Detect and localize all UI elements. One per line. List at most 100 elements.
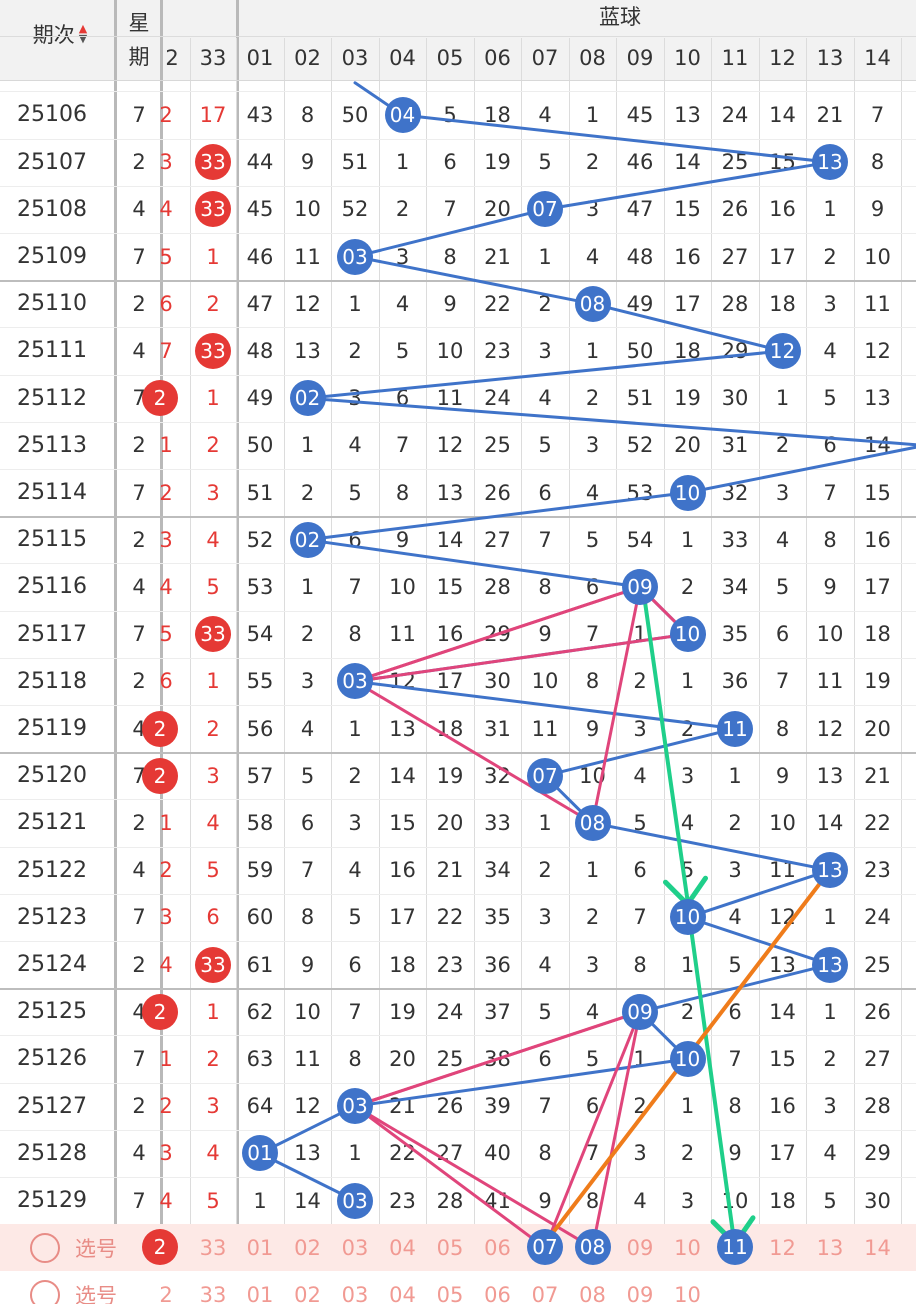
blue-ball: 03	[337, 1182, 373, 1219]
table-row[interactable]: 25119 4 2 56 4 1 13 18 31 11 9 3 2 8 12 20	[0, 705, 916, 752]
select-number[interactable]: 09	[626, 1282, 654, 1304]
issue-number: 25108	[17, 196, 87, 222]
omission-value: 4	[823, 338, 837, 363]
table-row[interactable]: 25120 7 3 57 5 2 14 19 32 10 4 3 1 9 13 21	[0, 752, 916, 799]
red-ball-33: 33	[195, 191, 231, 228]
weekday: 7	[132, 905, 146, 930]
omission-value: 3	[680, 1188, 695, 1213]
omission-value: 26	[484, 480, 511, 505]
row-divider	[0, 91, 916, 93]
table-row[interactable]: 25129 7 4 5 1 14 23 28 41 9 8 4 3 10 18 5 30	[0, 1177, 916, 1224]
weekday: 2	[132, 527, 146, 552]
omission-value: 29	[721, 338, 749, 363]
omission-value: 9	[775, 763, 790, 788]
omission-value: 9	[728, 1141, 742, 1166]
partial-value: 1	[159, 1046, 173, 1071]
sort-icon: ▲ ▼	[78, 22, 88, 45]
omission-value: 6	[585, 574, 600, 599]
omission-value: 21	[436, 858, 464, 883]
select-number[interactable]: 10	[674, 1235, 701, 1260]
select-number[interactable]: 05	[436, 1235, 464, 1260]
select-number[interactable]: 06	[484, 1235, 511, 1260]
table-row[interactable]: 25108 4 4 45 10 52 2 7 20 3 47 15 26 16 1 9	[0, 186, 916, 233]
weekday: 7	[132, 622, 146, 647]
table-row[interactable]: 25124 2 4 61 9 6 18 23 36 4 3 8 1 5 13 25	[0, 941, 916, 988]
omission-value: 4	[680, 810, 695, 835]
select-number[interactable]: 08	[579, 1282, 606, 1304]
omission-value: 7	[443, 197, 457, 222]
omission-value: 7	[395, 433, 410, 458]
table-row[interactable]: 25121 2 1 4 58 6 3 15 20 33 1 5 4 2 10 14 22	[0, 799, 916, 846]
select-number[interactable]: 07	[531, 1282, 559, 1304]
table-row[interactable]: 25109 7 5 1 46 11 3 8 21 1 4 48 16 27 17 2 10	[0, 233, 916, 280]
select-number[interactable]	[712, 1271, 758, 1304]
omission-value: 15	[769, 150, 796, 175]
select-number[interactable]: 02	[294, 1282, 321, 1304]
table-row[interactable]: 25125 4 1 62 10 7 19 24 37 5 4 2 6 14 1 26	[0, 988, 916, 1035]
omission-value: 8	[633, 952, 647, 977]
omission-value: 22	[864, 810, 891, 835]
table-row[interactable]: 25116 4 4 5 53 1 7 10 15 28 8 6 2 34 5 9 17	[0, 563, 916, 610]
select-number[interactable]: 06	[484, 1282, 511, 1304]
select-number[interactable]: 02	[294, 1235, 321, 1260]
table-row[interactable]: 25107 2 3 44 9 51 1 6 19 5 2 46 14 25 15 8	[0, 139, 916, 186]
select-number[interactable]	[807, 1271, 853, 1304]
table-row[interactable]: 25117 7 5 54 2 8 11 16 29 9 7 1 35 6 10 18	[0, 611, 916, 658]
select-number[interactable]: 14	[864, 1235, 891, 1260]
select-blue-ball[interactable]: 07	[527, 1229, 563, 1266]
omission-value: 45	[626, 102, 654, 127]
select-number[interactable]: 01	[246, 1282, 274, 1304]
select-number[interactable]: 09	[626, 1235, 654, 1260]
select-number[interactable]: 03	[341, 1282, 369, 1304]
weekday: 4	[132, 858, 146, 883]
table-row[interactable]: 25112 7 1 49 3 6 11 24 4 2 51 19 30 1 5 13	[0, 375, 916, 422]
select-red-ball[interactable]: 2	[142, 1229, 178, 1266]
omission-value: 47	[246, 291, 274, 316]
table-row[interactable]: 25110 2 6 2 47 12 1 4 9 22 2 49 17 28 18 3 11	[0, 280, 916, 327]
omission-value: 5	[348, 905, 362, 930]
partial-value: 1	[159, 810, 173, 835]
select-radio[interactable]	[30, 1233, 60, 1264]
omission-value: 1	[823, 905, 837, 930]
omission-value: 9	[870, 197, 885, 222]
issue-header[interactable]: 期次 ▲ ▼	[10, 14, 110, 54]
table-row[interactable]: 25126 7 1 2 63 11 8 20 25 38 6 5 1 7 15 2 27	[0, 1035, 916, 1082]
omission-value: 12	[436, 433, 464, 458]
select-number[interactable]: 04	[389, 1282, 416, 1304]
table-row[interactable]: 25114 7 2 3 51 2 5 8 13 26 6 4 53 32 3 7 15	[0, 469, 916, 516]
omission-value: 5	[680, 858, 695, 883]
omission-value: 28	[864, 1094, 891, 1119]
issue-number: 25124	[17, 952, 87, 977]
select-blue-ball[interactable]: 11	[717, 1229, 753, 1266]
table-row[interactable]: 25127 2 2 3 64 12 21 26 39 7 6 2 1 8 16 3 28	[0, 1083, 916, 1130]
select-number[interactable]: 12	[769, 1235, 796, 1260]
weekday-header: 星 期	[118, 0, 160, 80]
select-radio[interactable]	[30, 1280, 60, 1304]
table-row[interactable]: 25115 2 3 4 52 6 9 14 27 7 5 54 1 33 4 8 16	[0, 516, 916, 563]
table-row[interactable]: 25106 7 2 17 43 8 50 5 18 4 1 45 13 24 14 21 7	[0, 91, 916, 138]
table-row[interactable]: 25128 4 3 4 13 1 22 27 40 8 7 3 2 9 17 4 29	[0, 1130, 916, 1177]
omission-value: 19	[674, 386, 701, 411]
omission-value: 14	[864, 433, 891, 458]
table-row[interactable]: 25113 2 1 2 50 1 4 7 12 25 5 3 52 20 31 2 6 14	[0, 422, 916, 469]
select-blue-ball[interactable]: 08	[574, 1229, 611, 1266]
omission-value: 13	[674, 102, 701, 127]
issue-number: 25109	[17, 244, 87, 269]
select-number[interactable]	[855, 1271, 901, 1304]
select-number[interactable]: 10	[674, 1282, 701, 1304]
select-number[interactable]: 13	[816, 1235, 844, 1260]
table-row[interactable]: 25123 7 3 6 60 8 5 17 22 35 3 2 7 4 12 1 24	[0, 894, 916, 941]
col-header-blue-09: 09	[626, 46, 654, 70]
select-number[interactable]: 04	[389, 1235, 416, 1260]
select-number[interactable]: 01	[246, 1235, 274, 1260]
col-header-partial: 2	[165, 46, 179, 70]
select-number[interactable]: 05	[436, 1282, 464, 1304]
col33-value: 17	[199, 102, 227, 127]
table-row[interactable]: 25118 2 6 1 55 3 12 17 30 10 8 2 1 36 7 11 19	[0, 658, 916, 705]
omission-value: 6	[348, 527, 362, 552]
omission-value: 5	[538, 433, 552, 458]
omission-value: 10	[294, 999, 321, 1024]
select-number[interactable]	[760, 1271, 806, 1304]
select-number[interactable]: 03	[341, 1235, 369, 1260]
table-row[interactable]: 25122 4 2 5 59 7 4 16 21 34 2 1 6 5 3 11 23	[0, 847, 916, 894]
